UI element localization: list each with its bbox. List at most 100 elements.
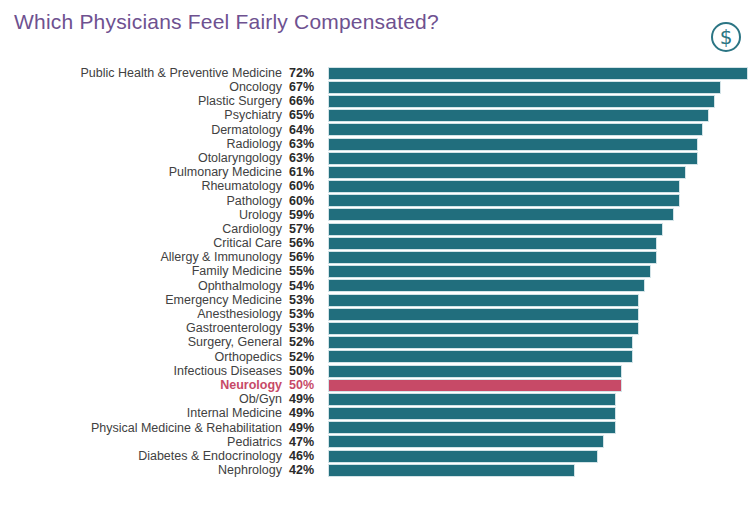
specialty-label: Plastic Surgery [0,95,282,108]
value-label: 52% [289,351,325,364]
bar [328,109,709,122]
specialty-label: Pathology [0,195,282,208]
specialty-label: Physical Medicine & Rehabilitation [0,422,282,435]
value-label: 54% [289,280,325,293]
specialty-label: Neurology [0,379,282,392]
bar-track [328,223,748,236]
bar-track [328,393,748,406]
bar [328,393,616,406]
bar-chart: Public Health & Preventive Medicine 72% … [0,66,752,477]
specialty-label: Pulmonary Medicine [0,166,282,179]
specialty-label: Ob/Gyn [0,393,282,406]
bar-track [328,109,748,122]
value-label: 42% [289,464,325,477]
bar [328,308,639,321]
chart-row: Urology 59% [0,208,752,222]
specialty-label: Anesthesiology [0,308,282,321]
bar-track [328,365,748,378]
bar [328,67,748,80]
bar [328,237,657,250]
bar-track [328,95,748,108]
value-label: 46% [289,450,325,463]
bar [328,464,575,477]
specialty-label: Emergency Medicine [0,294,282,307]
bar [328,81,721,94]
chart-row: Pathology 60% [0,194,752,208]
page-title: Which Physicians Feel Fairly Compensated… [14,10,439,34]
chart-row: Rheumatology 60% [0,180,752,194]
chart-row: Physical Medicine & Rehabilitation 49% [0,421,752,435]
bar [328,322,639,335]
bar [328,194,680,207]
bar-track [328,208,748,221]
specialty-label: Radiology [0,138,282,151]
chart-row: Radiology 63% [0,137,752,151]
value-label: 52% [289,336,325,349]
value-label: 59% [289,209,325,222]
chart-row: Family Medicine 55% [0,265,752,279]
specialty-label: Urology [0,209,282,222]
bar [328,265,651,278]
bar-track [328,464,748,477]
bar-track [328,435,748,448]
value-label: 66% [289,95,325,108]
value-label: 47% [289,436,325,449]
specialty-label: Rheumatology [0,180,282,193]
chart-row: Pediatrics 47% [0,435,752,449]
value-label: 57% [289,223,325,236]
specialty-label: Internal Medicine [0,407,282,420]
chart-row: Emergency Medicine 53% [0,293,752,307]
bar [328,350,633,363]
specialty-label: Ophthalmology [0,280,282,293]
bar-track [328,138,748,151]
bar-track [328,81,748,94]
value-label: 49% [289,407,325,420]
chart-row: Ob/Gyn 49% [0,392,752,406]
bar-track [328,123,748,136]
value-label: 50% [289,365,325,378]
chart-row: Gastroenterology 53% [0,321,752,335]
bar-track [328,407,748,420]
value-label: 60% [289,195,325,208]
bar [328,450,598,463]
value-label: 55% [289,265,325,278]
specialty-label: Orthopedics [0,351,282,364]
specialty-label: Cardiology [0,223,282,236]
value-label: 53% [289,308,325,321]
bar [328,95,715,108]
chart-row: Diabetes & Endocrinology 46% [0,449,752,463]
value-label: 56% [289,251,325,264]
specialty-label: Critical Care [0,237,282,250]
chart-row: Nephrology 42% [0,463,752,477]
specialty-label: Oncology [0,81,282,94]
bar-track [328,450,748,463]
specialty-label: Public Health & Preventive Medicine [0,67,282,80]
value-label: 65% [289,109,325,122]
bar [328,435,604,448]
bar [328,365,622,378]
bar [328,208,674,221]
bar-track [328,308,748,321]
value-label: 64% [289,124,325,137]
bar-track [328,166,748,179]
chart-row: Critical Care 56% [0,236,752,250]
value-label: 53% [289,322,325,335]
specialty-label: Family Medicine [0,265,282,278]
bar-track [328,322,748,335]
chart-row: Public Health & Preventive Medicine 72% [0,66,752,80]
bar [328,138,698,151]
value-label: 72% [289,67,325,80]
value-label: 50% [289,379,325,392]
chart-row: Dermatology 64% [0,123,752,137]
chart-row: Surgery, General 52% [0,336,752,350]
bar-track [328,152,748,165]
dollar-glyph: $ [720,25,733,49]
value-label: 61% [289,166,325,179]
specialty-label: Dermatology [0,124,282,137]
bar [328,421,616,434]
specialty-label: Otolaryngology [0,152,282,165]
bar [328,379,622,392]
bar [328,251,657,264]
chart-row: Oncology 67% [0,80,752,94]
bar-track [328,336,748,349]
